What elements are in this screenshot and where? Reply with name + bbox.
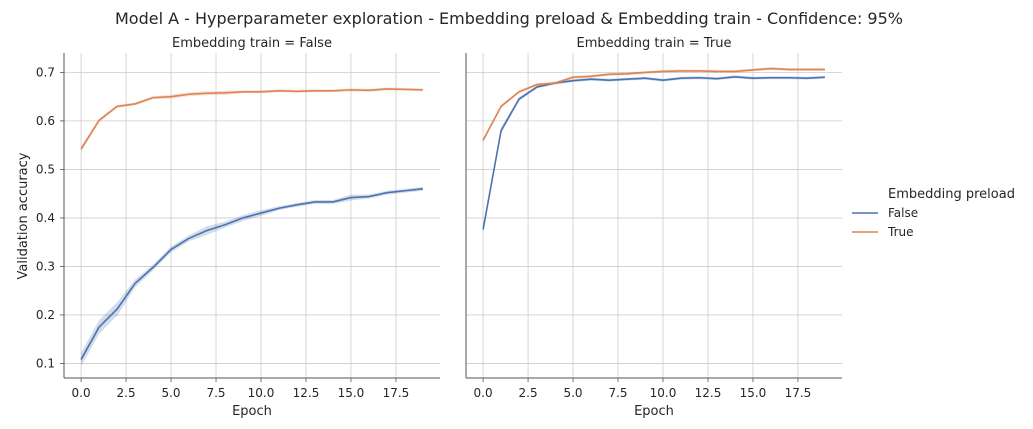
y-tick-label: 0.5 [36,162,55,176]
panel-0: 0.0 2.5 5.0 7.5 10.0 12.5 15.0 17.5 0.1 0.2 0.3 0.4… [36,36,440,419]
y-tick-label: 0.4 [36,211,55,225]
y-tick-label: 0.7 [36,65,55,79]
x-tick-label: 17.5 [383,386,410,400]
series-line-1 [482,67,825,141]
x-tick-label: 5.0 [563,386,582,400]
x-tick-label: 15.0 [338,386,365,400]
x-tick-label: 12.5 [293,386,320,400]
x-tick-label: 10.0 [650,386,677,400]
x-tick-label: 7.5 [206,386,225,400]
y-axis-label: Validation accuracy [16,152,31,279]
panel-1: 0.0 2.5 5.0 7.5 10.0 12.5 15.0 17.5 Embedding tr… [465,36,842,419]
series-line-0 [482,75,825,230]
y-tick-label: 0.3 [36,259,55,273]
series-line-1 [80,88,423,150]
x-tick-label: 7.5 [608,386,627,400]
panel-title: Embedding train = True [577,36,732,51]
legend: Embedding preload False True [852,187,1015,239]
panels: 0.0 2.5 5.0 7.5 10.0 12.5 15.0 17.5 0.1 0.2 0.3 0.4… [36,36,842,419]
x-tick-label: 2.5 [519,386,538,400]
legend-title: Embedding preload [888,187,1015,202]
x-axis-label: Epoch [232,404,272,419]
x-tick-label: 0.0 [474,386,493,400]
x-tick-label: 17.5 [785,386,812,400]
legend-label-false: False [888,206,918,220]
series-line-0 [80,188,423,360]
chart-title: Model A - Hyperparameter exploration - E… [115,9,903,28]
x-tick-label: 2.5 [117,386,136,400]
y-tick-label: 0.6 [36,114,55,128]
x-tick-label: 15.0 [740,386,767,400]
x-tick-label: 10.0 [248,386,275,400]
legend-label-true: True [887,225,914,239]
ci-band-0 [483,75,825,232]
x-tick-label: 0.0 [72,386,91,400]
ci-band-0 [81,186,423,367]
ci-band-1 [81,87,423,152]
x-tick-label: 5.0 [161,386,180,400]
x-axis-label: Epoch [634,404,674,419]
x-tick-label: 12.5 [695,386,722,400]
panel-title: Embedding train = False [172,36,332,51]
y-tick-label: 0.1 [36,356,55,370]
y-tick-label: 0.2 [36,308,55,322]
